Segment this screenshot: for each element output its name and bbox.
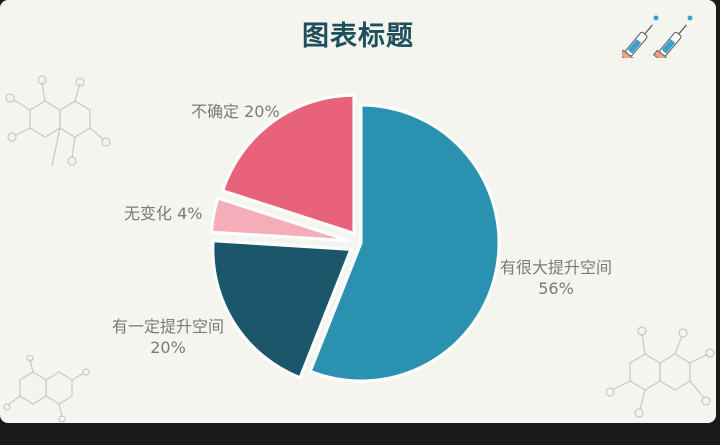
slice-percent-no-change: 4%	[177, 204, 203, 223]
slice-label-some-improvement: 有一定提升空间 20%	[112, 316, 224, 358]
slice-label-large-improvement: 有很大提升空间 56%	[500, 257, 612, 299]
chart-title: 图表标题	[302, 21, 414, 52]
pie-chart	[209, 93, 501, 383]
pie-slices	[209, 93, 501, 383]
slice-label-no-change: 无变化 4%	[124, 203, 203, 224]
slice-no-change	[209, 196, 350, 243]
slice-category-no-change: 无变化	[124, 204, 173, 223]
slice-category-uncertain: 不确定	[191, 102, 240, 121]
slice-percent-uncertain: 20%	[244, 102, 280, 121]
molecule-decoration-bottom-right-icon	[605, 326, 715, 418]
syringe-decoration-icon	[622, 15, 693, 58]
slice-percent-large-improvement: 56%	[538, 279, 574, 298]
slice-some-improvement	[211, 239, 354, 380]
slice-category-some-improvement: 有一定提升空间	[112, 317, 225, 336]
molecule-decoration-top-left-icon	[5, 75, 111, 167]
chart-card: 图表标题 有很大提升空间 56% 有一定提升空间 20% 无变化 4% 不确定 …	[0, 0, 716, 423]
slice-percent-some-improvement: 20%	[150, 338, 186, 357]
molecule-decoration-bottom-left-icon	[3, 355, 90, 423]
slice-large-improvement	[308, 103, 501, 383]
slice-category-large-improvement: 有很大提升空间	[500, 258, 613, 277]
slice-label-uncertain: 不确定 20%	[191, 101, 280, 122]
slice-uncertain	[220, 93, 356, 236]
